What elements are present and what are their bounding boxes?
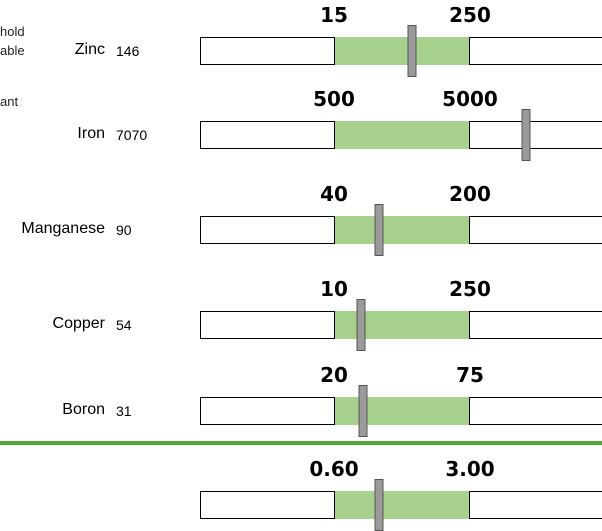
optimal-range-band xyxy=(334,216,470,244)
value-marker xyxy=(358,385,368,437)
high-threshold-label: 250 xyxy=(449,3,491,27)
optimal-range-band xyxy=(334,37,470,65)
value-marker xyxy=(374,204,384,256)
nutrient-value-label: 54 xyxy=(116,317,132,333)
low-threshold-label: 10 xyxy=(320,277,348,301)
optimal-range-band xyxy=(334,397,470,425)
cut-note-hold: hold xyxy=(0,24,25,39)
nutrient-value-label: 7070 xyxy=(116,127,148,143)
high-threshold-label: 75 xyxy=(456,363,484,387)
high-threshold-label: 250 xyxy=(449,277,491,301)
low-threshold-label: 15 xyxy=(320,3,348,27)
nutrient-name-label: Iron xyxy=(77,125,105,142)
optimal-range-band xyxy=(334,121,470,149)
value-marker xyxy=(374,479,384,531)
low-threshold-label: 20 xyxy=(320,363,348,387)
nutrient-name-label: Manganese xyxy=(21,220,105,237)
nutrient-name-label: Zinc xyxy=(74,41,105,58)
optimal-range-band xyxy=(334,491,470,519)
high-threshold-label: 5000 xyxy=(442,87,498,111)
high-threshold-label: 200 xyxy=(449,182,491,206)
optimal-range-band xyxy=(334,311,470,339)
low-threshold-label: 40 xyxy=(320,182,348,206)
high-threshold-label: 3.00 xyxy=(445,457,495,481)
nutrient-value-label: 90 xyxy=(116,222,132,238)
nutrient-value-label: 31 xyxy=(116,403,132,419)
value-marker xyxy=(521,109,531,161)
cut-note-ant: ant xyxy=(0,94,19,109)
nutrient-name-label: Copper xyxy=(52,315,105,332)
nutrient-value-label: 146 xyxy=(116,43,140,59)
value-marker xyxy=(407,25,417,77)
low-threshold-label: 0.60 xyxy=(309,457,359,481)
section-divider xyxy=(0,441,602,445)
nutrient-name-label: Boron xyxy=(62,401,105,418)
cut-note-able: able xyxy=(0,43,25,58)
value-marker xyxy=(356,299,366,351)
low-threshold-label: 500 xyxy=(313,87,355,111)
